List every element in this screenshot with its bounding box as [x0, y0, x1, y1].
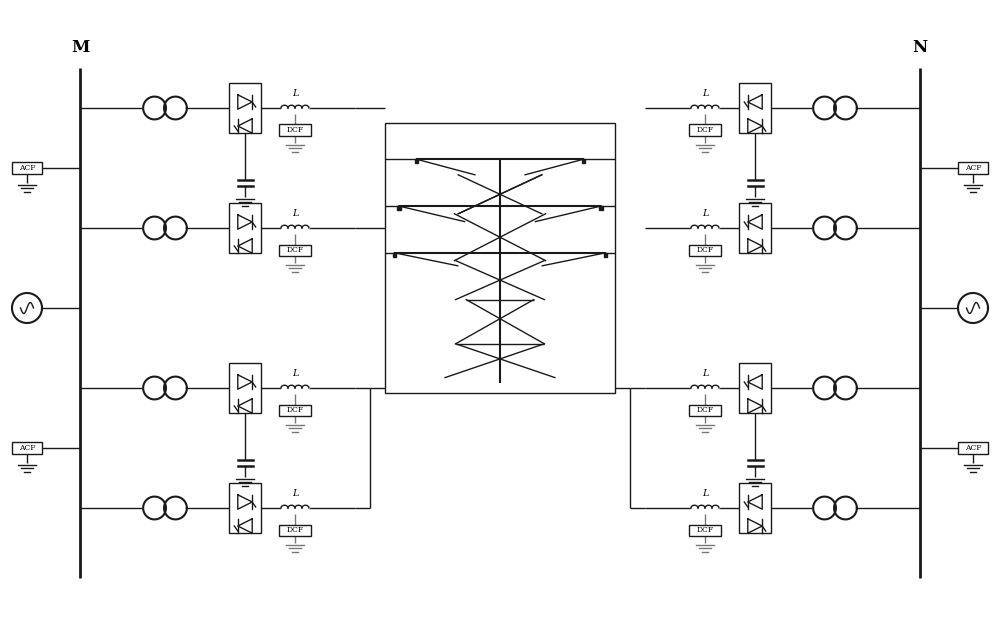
Polygon shape	[143, 377, 166, 399]
Bar	[689, 244, 721, 256]
Polygon shape	[834, 97, 857, 119]
Bar	[279, 524, 311, 536]
Bar	[415, 160, 418, 163]
Polygon shape	[813, 97, 836, 119]
Text: N: N	[912, 39, 928, 56]
Text: DCF: DCF	[286, 406, 304, 414]
Bar	[958, 162, 988, 174]
Polygon shape	[834, 377, 857, 399]
Bar	[739, 363, 771, 413]
Bar	[12, 162, 42, 174]
Bar	[739, 203, 771, 253]
Polygon shape	[164, 217, 187, 239]
Polygon shape	[12, 293, 42, 323]
Text: L: L	[702, 208, 708, 217]
Bar	[279, 404, 311, 416]
Bar	[604, 253, 607, 257]
Polygon shape	[813, 217, 836, 239]
Text: L: L	[292, 208, 298, 217]
Text: DCF: DCF	[696, 126, 714, 134]
Bar	[599, 206, 603, 210]
Text: DCF: DCF	[696, 526, 714, 534]
Text: M: M	[71, 39, 89, 56]
Bar	[385, 123, 615, 393]
Text: L: L	[292, 489, 298, 497]
Polygon shape	[834, 217, 857, 239]
Polygon shape	[813, 497, 836, 519]
Text: DCF: DCF	[696, 246, 714, 254]
Text: DCF: DCF	[286, 126, 304, 134]
Text: ACF: ACF	[965, 444, 981, 452]
Bar	[958, 442, 988, 454]
Polygon shape	[143, 497, 166, 519]
Polygon shape	[164, 97, 187, 119]
Text: DCF: DCF	[286, 526, 304, 534]
Bar	[279, 244, 311, 256]
Text: L: L	[702, 369, 708, 377]
Text: L: L	[702, 489, 708, 497]
Bar	[689, 404, 721, 416]
Text: ACF: ACF	[965, 164, 981, 172]
Bar	[689, 524, 721, 536]
Bar	[739, 483, 771, 533]
Bar	[393, 253, 396, 257]
Bar	[229, 483, 261, 533]
Polygon shape	[164, 377, 187, 399]
Bar	[229, 363, 261, 413]
Bar	[12, 442, 42, 454]
Polygon shape	[143, 97, 166, 119]
Polygon shape	[143, 217, 166, 239]
Polygon shape	[164, 497, 187, 519]
Bar	[689, 124, 721, 136]
Text: L: L	[292, 369, 298, 377]
Bar	[229, 203, 261, 253]
Bar	[279, 124, 311, 136]
Bar	[739, 83, 771, 133]
Polygon shape	[958, 293, 988, 323]
Text: DCF: DCF	[696, 406, 714, 414]
Text: ACF: ACF	[19, 164, 35, 172]
Polygon shape	[834, 497, 857, 519]
Bar	[582, 160, 585, 163]
Bar	[397, 206, 401, 210]
Text: L: L	[292, 89, 298, 97]
Polygon shape	[813, 377, 836, 399]
Text: ACF: ACF	[19, 444, 35, 452]
Text: L: L	[702, 89, 708, 97]
Bar	[229, 83, 261, 133]
Text: DCF: DCF	[286, 246, 304, 254]
